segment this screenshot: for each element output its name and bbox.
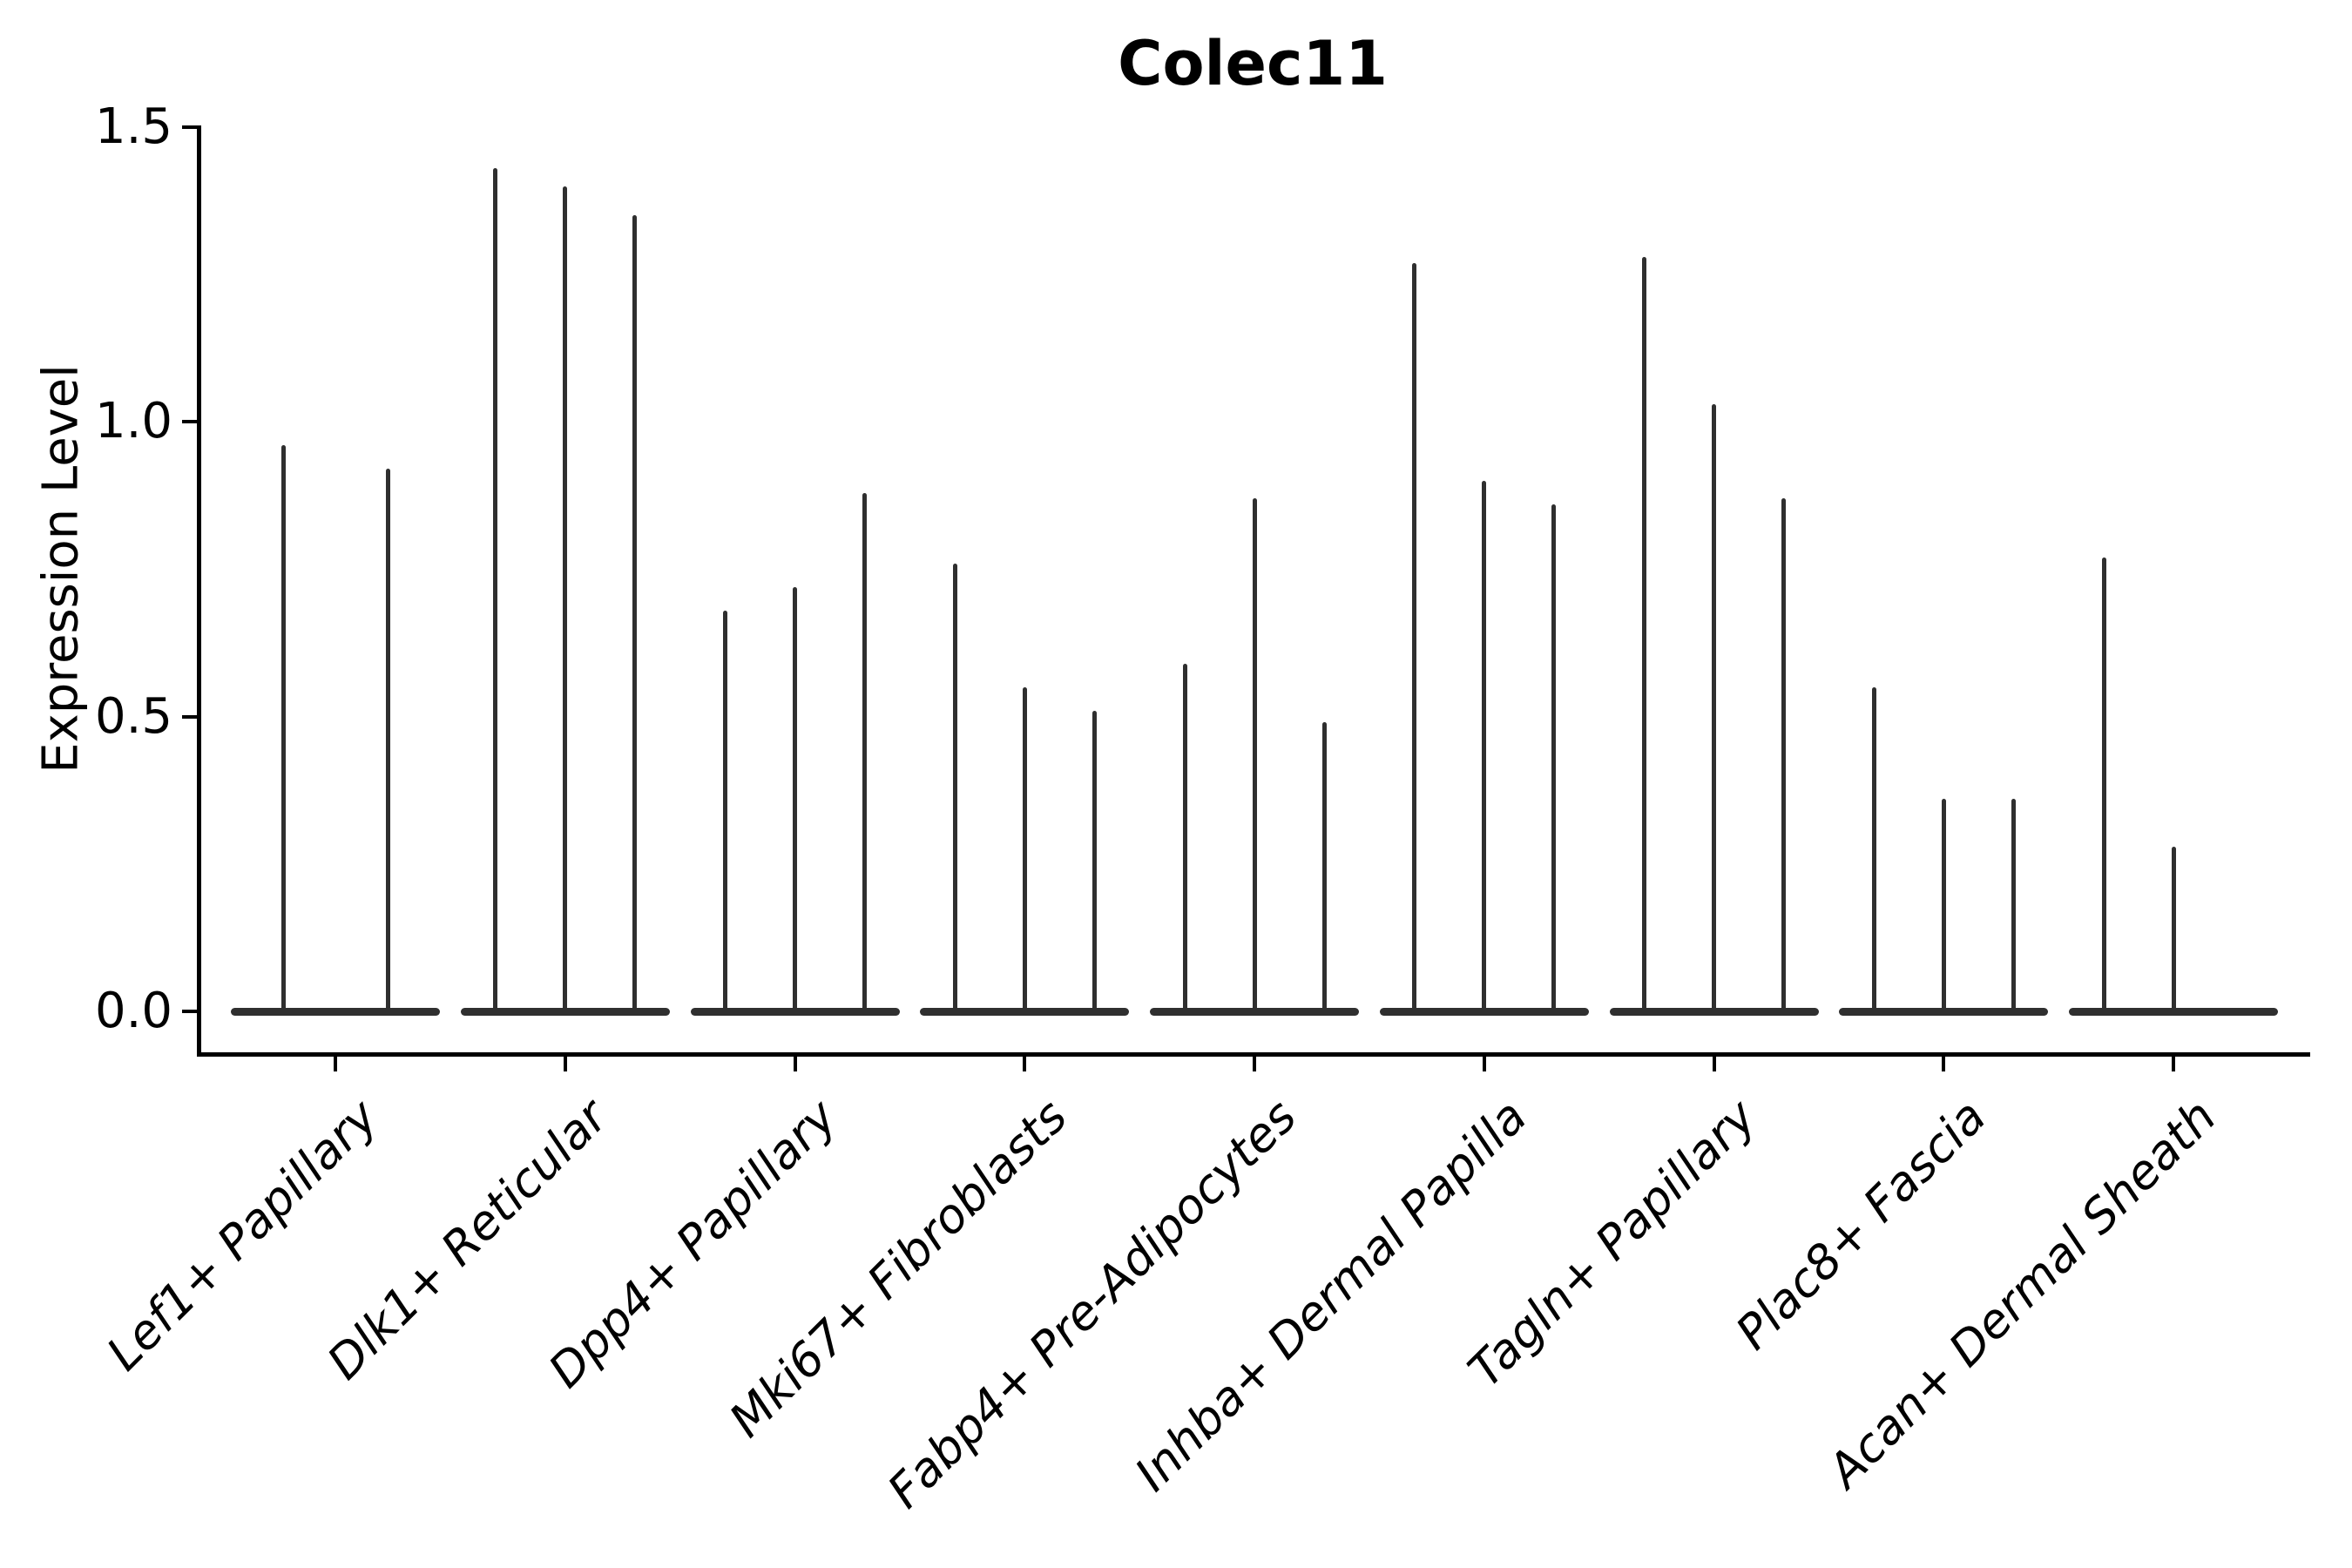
violin-spike [280,445,286,1011]
violin-spike [1022,686,1027,1011]
violin-spike [862,492,867,1011]
violin-spike [1412,262,1417,1011]
y-tick-label: 0.5 [94,687,172,745]
violin-spike [493,168,498,1011]
y-axis-spine [197,125,201,1057]
violin-spike [1871,686,1876,1011]
x-tick-label: Fabp4+ Pre-Adipocytes [877,1089,1308,1519]
y-tick [182,714,197,719]
y-tick-label: 0.0 [94,983,172,1039]
violin-spike [1551,504,1557,1011]
y-tick [182,1010,197,1013]
violin-spike [1642,256,1646,1011]
violin-spike [1712,403,1716,1011]
violin-spike [1321,722,1327,1011]
violin-spike [2171,846,2176,1011]
violin-spike [563,186,568,1011]
violin-spike [1482,480,1487,1011]
violin-baseline [1839,1007,2049,1016]
violin-spike [1781,498,1786,1011]
violin-spike [632,215,638,1011]
violin-baseline [1150,1007,1359,1016]
violin-baseline [1609,1007,1819,1016]
violin-baseline [1379,1007,1589,1016]
x-tick [334,1056,337,1071]
x-tick [1253,1056,1256,1071]
plot-title: Colec11 [1118,28,1388,99]
violin-spike [2101,557,2106,1011]
x-tick [1712,1056,1716,1071]
violin-spike [1252,498,1257,1011]
violin-baseline [2069,1007,2278,1016]
violin-spike [2011,799,2016,1011]
y-tick-label: 1.0 [94,393,172,450]
x-tick [1023,1056,1027,1071]
violin-baseline [920,1007,1130,1016]
violin-spike [1941,799,1946,1011]
violin-spike [793,586,797,1011]
violin-spike [952,563,957,1011]
x-axis-spine [197,1052,2310,1057]
violin-baseline [460,1007,670,1016]
violin-baseline [690,1007,900,1016]
violin-spike [1182,663,1187,1011]
y-tick [182,420,197,424]
violin-baseline [231,1007,440,1016]
y-tick [182,125,197,129]
violin-spike [1092,710,1097,1011]
x-tick-label: Inhba+ Dermal Papilla [1124,1089,1538,1502]
x-tick [563,1056,567,1071]
x-tick-label: Acan+ Dermal Sheath [1816,1089,2227,1498]
x-tick [793,1056,797,1071]
x-tick [1942,1056,1946,1071]
violin-spike [723,610,727,1011]
y-tick-label: 1.5 [94,98,172,155]
x-tick [2172,1056,2175,1071]
violin-spike [385,469,390,1011]
x-tick [1482,1056,1486,1071]
